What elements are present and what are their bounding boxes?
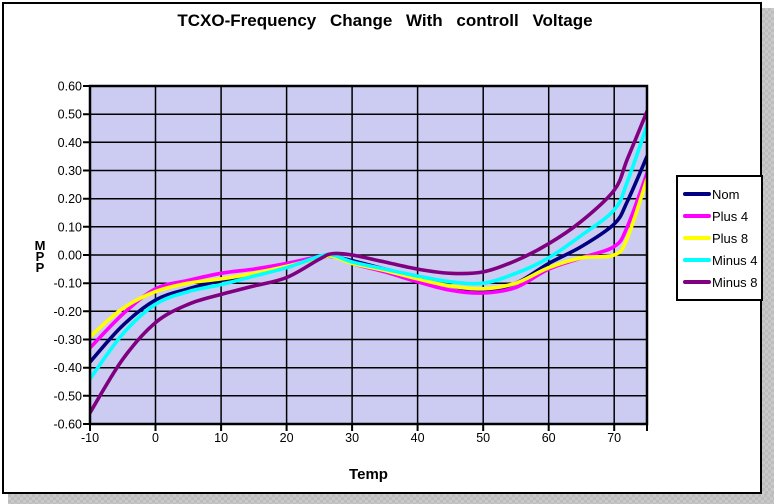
y-tick-label: 0.30 — [58, 164, 82, 178]
y-tick-label: 0.10 — [58, 220, 82, 234]
legend-label: Minus 8 — [712, 274, 758, 290]
x-tick-label: 20 — [280, 431, 294, 445]
x-axis-title: Temp — [349, 466, 388, 483]
legend-swatch — [683, 192, 711, 196]
y-tick-label: -0.60 — [54, 418, 83, 432]
y-tick-label: 0.00 — [58, 249, 82, 263]
x-tick-label: 70 — [607, 431, 621, 445]
x-tick-label: -10 — [81, 431, 99, 445]
y-tick-label: 0.20 — [58, 192, 82, 206]
y-tick-label: -0.40 — [54, 361, 83, 375]
legend-label: Plus 4 — [712, 208, 749, 224]
legend-item-minus-4: Minus 4 — [683, 249, 759, 271]
x-tick-label: 60 — [542, 431, 556, 445]
chart-title: TCXO-Frequency Change With controll Volt… — [177, 11, 593, 30]
legend-item-nom: Nom — [683, 183, 759, 205]
series-line-minus-8 — [90, 109, 647, 415]
y-tick-label: -0.30 — [54, 333, 83, 347]
y-tick-label: -0.20 — [54, 305, 83, 319]
x-tick-label: 50 — [476, 431, 490, 445]
series-line-minus-4 — [90, 123, 647, 381]
y-tick-label: 0.50 — [58, 108, 82, 122]
legend-swatch — [683, 258, 711, 262]
legend-swatch — [683, 214, 711, 218]
legend-label: Plus 8 — [712, 230, 749, 246]
legend-label: Minus 4 — [712, 252, 758, 268]
axis-ticks — [83, 85, 648, 431]
y-tick-label: -0.10 — [54, 277, 83, 291]
window-shadow-right — [762, 8, 774, 504]
y-tick-label: 0.60 — [58, 80, 82, 94]
y-tick-label: -0.50 — [54, 389, 83, 403]
legend-item-minus-8: Minus 8 — [683, 271, 759, 293]
legend-item-plus-8: Plus 8 — [683, 227, 759, 249]
x-tick-label: 10 — [214, 431, 228, 445]
legend-label: Nom — [712, 186, 740, 202]
legend-swatch — [683, 236, 711, 240]
window-shadow-bottom — [8, 494, 774, 504]
x-tick-label: 40 — [411, 431, 425, 445]
x-tick-label: 0 — [152, 431, 159, 445]
x-tick-label: 30 — [345, 431, 359, 445]
legend-swatch — [683, 280, 711, 284]
legend-item-plus-4: Plus 4 — [683, 205, 759, 227]
legend: Nom Plus 4 Plus 8 Minus 4 Minus 8 — [676, 175, 763, 301]
y-tick-label: 0.40 — [58, 136, 82, 150]
